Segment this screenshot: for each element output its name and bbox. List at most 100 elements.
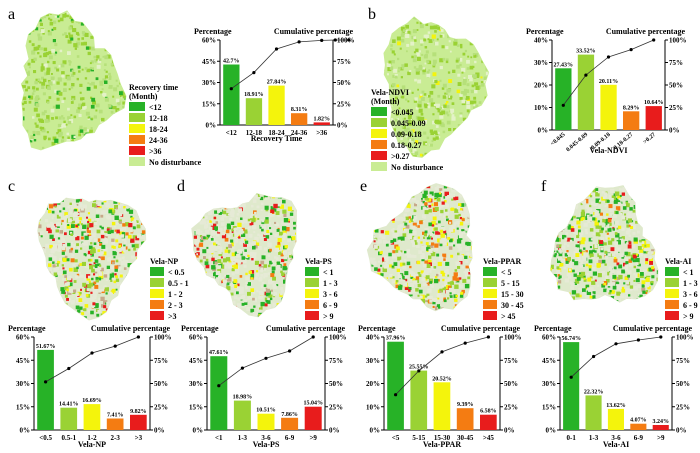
map-pixel [234,251,239,256]
map-pixel [55,192,59,196]
map-pixel [39,15,44,20]
map-pixel [241,196,246,201]
map-pixel [102,92,105,96]
map-pixel [202,275,207,280]
map-pixel [487,116,489,121]
map-pixel [199,189,202,192]
map-pixel [445,204,449,208]
map-pixel [213,189,216,192]
map-pixel [52,198,56,200]
map-pixel [640,306,644,310]
map-pixel [223,265,227,269]
map-pixel [38,200,42,205]
map-pixel [231,228,234,232]
map-pixel [424,62,427,65]
map-pixel [287,296,290,300]
map-pixel [55,116,58,120]
map-pixel [94,151,97,154]
map-pixel [458,149,463,154]
map-pixel [428,209,432,213]
map-pixel [96,19,98,22]
map-pixel [582,185,585,187]
map-pixel [46,294,49,298]
map-pixel [569,199,574,204]
map-pixel [388,8,392,12]
map-pixel [211,252,214,255]
map-pixel [421,197,423,200]
map-pixel [235,312,239,316]
map-pixel [139,316,143,320]
map-pixel [470,289,473,293]
map-pixel [295,297,297,302]
map-pixel [100,42,103,46]
map-pixel [473,54,477,58]
map-pixel [133,314,136,317]
map-pixel [421,90,425,94]
map-pixel [287,188,289,190]
map-pixel [48,96,52,99]
map-pixel [619,188,622,191]
map-pixel [257,218,260,220]
map-pixel [371,210,375,214]
map-pixel [228,235,231,238]
map-pixel [394,11,397,14]
map-pixel [410,11,412,13]
map-pixel [282,302,285,305]
map-pixel [272,276,276,281]
map-pixel [148,222,151,225]
map-pixel [221,234,227,239]
map-pixel [403,29,406,32]
map-pixel [226,196,230,199]
map-pixel [421,313,424,316]
map-pixel [456,239,462,244]
map-pixel [100,128,105,133]
map-pixel [81,195,84,198]
map-pixel [130,201,134,204]
map-pixel [396,227,401,232]
map-pixel [131,193,134,196]
map-pixel [227,264,232,269]
map-pixel [459,208,463,211]
map-pixel [212,183,216,187]
map-pixel [123,91,126,95]
map-pixel [426,300,429,303]
map-pixel [420,299,426,304]
map-pixel [402,118,405,121]
map-pixel [572,224,577,228]
map-pixel [123,186,125,188]
map-pixel [444,183,447,185]
map-pixel [456,65,460,69]
map-pixel [397,236,402,241]
map-pixel [467,124,471,129]
map-pixel [228,251,230,254]
map-pixel [207,282,210,285]
map-pixel [431,313,434,316]
map-pixel [407,121,412,126]
map-pixel [379,67,382,70]
map-pixel [282,318,286,322]
map-pixel [427,31,431,34]
map-pixel [467,225,471,228]
map-pixel [14,69,18,73]
map-pixel [70,233,73,236]
map-pixel [287,235,291,240]
map-pixel [424,311,427,314]
map-pixel [91,117,94,120]
map-pixel [118,213,123,217]
map-pixel [202,249,207,254]
map-pixel [119,36,124,40]
map-pixel [124,39,126,43]
map-pixel [453,30,456,33]
map-pixel [386,197,389,201]
map-pixel [390,229,393,232]
map-pixel [79,83,83,87]
map-pixel [263,284,267,287]
map-pixel [124,287,128,292]
map-pixel [449,221,452,224]
map-pixel [300,233,303,236]
map-pixel [38,265,43,270]
map-pixel [136,297,141,301]
map-pixel [258,196,261,199]
map-pixel [292,206,296,211]
map-pixel [64,317,67,320]
